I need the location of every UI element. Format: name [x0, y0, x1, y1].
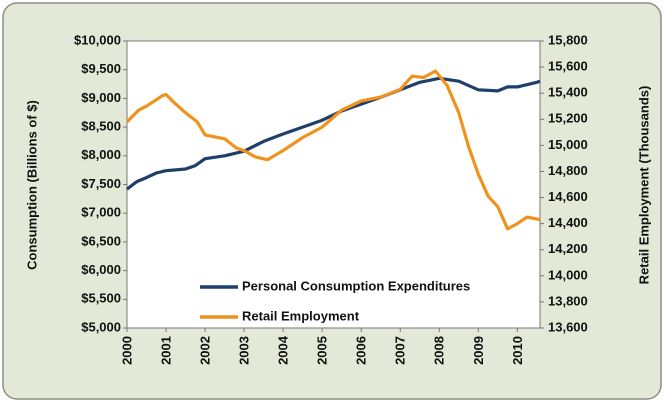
y-tick-label: $9,000	[81, 90, 121, 105]
line-series	[126, 76, 541, 191]
y-tick-label: $6,000	[81, 262, 121, 277]
y2-tick-label: 14,800	[548, 163, 588, 178]
y-tick-label: $8,000	[81, 147, 121, 162]
y-tick-label: $5,000	[81, 319, 121, 334]
x-tick-label: 2010	[510, 336, 525, 365]
y2-tick-label: 13,800	[548, 293, 588, 308]
line-series	[125, 69, 541, 231]
y-tick-label: $8,500	[81, 119, 121, 134]
y2-tick-label: 13,600	[548, 319, 588, 334]
y-tick-label: $7,000	[81, 205, 121, 220]
y-axis-label: Consumption (Billions of $)	[24, 100, 39, 270]
y2-tick-label: 15,000	[548, 137, 588, 152]
y-tick-label: $9,500	[81, 61, 121, 76]
x-tick-label: 2009	[471, 336, 486, 365]
x-tick-label: 2006	[354, 336, 369, 365]
y2-tick-label: 15,400	[548, 85, 588, 100]
y2-axis-label: Retail Employment (Thousands)	[636, 86, 651, 285]
y2-tick-label: 15,600	[548, 59, 588, 74]
x-tick-label: 2008	[432, 336, 447, 365]
y2-tick-label: 14,600	[548, 189, 588, 204]
y2-tick-label: 14,200	[548, 241, 588, 256]
plot-area	[126, 40, 541, 329]
legend-label: Retail Employment	[242, 308, 360, 323]
x-tick-label: 2005	[315, 336, 330, 365]
x-tick-label: 2007	[393, 336, 408, 365]
y2-tick-label: 15,200	[548, 111, 588, 126]
y-tick-label: $10,000	[74, 32, 121, 47]
y-tick-label: $5,500	[81, 291, 121, 306]
x-tick-label: 2003	[237, 336, 252, 365]
y-tick-label: $6,500	[81, 233, 121, 248]
y-tick-label: $7,500	[81, 176, 121, 191]
x-tick-label: 2002	[198, 336, 213, 365]
y2-tick-label: 14,000	[548, 267, 588, 282]
y2-tick-label: 15,800	[548, 32, 588, 47]
x-tick-label: 2000	[119, 336, 134, 365]
legend-label: Personal Consumption Expenditures	[242, 278, 470, 293]
y2-tick-label: 14,400	[548, 215, 588, 230]
x-tick-label: 2001	[158, 336, 173, 365]
x-tick-label: 2004	[276, 335, 291, 365]
